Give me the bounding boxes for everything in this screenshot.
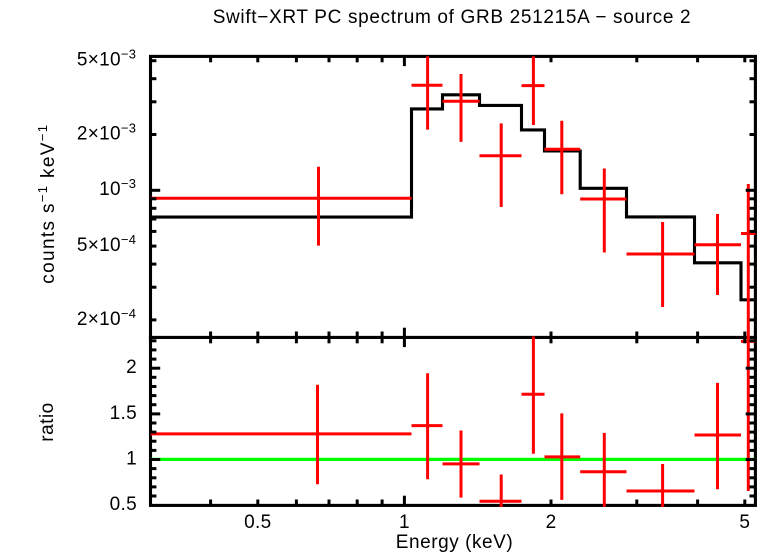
svg-text:1: 1 xyxy=(399,512,410,533)
svg-text:1: 1 xyxy=(126,448,137,469)
svg-text:Energy (keV): Energy (keV) xyxy=(396,532,513,553)
svg-text:0.5: 0.5 xyxy=(244,512,271,533)
svg-text:0.5: 0.5 xyxy=(110,494,137,515)
svg-text:1.5: 1.5 xyxy=(110,403,137,424)
svg-text:5×10−4: 5×10−4 xyxy=(77,232,136,256)
svg-text:2: 2 xyxy=(126,357,137,378)
svg-text:ratio: ratio xyxy=(37,402,58,441)
svg-text:5: 5 xyxy=(739,512,750,533)
svg-text:counts s−1 keV−1: counts s−1 keV−1 xyxy=(35,124,59,284)
svg-text:2: 2 xyxy=(546,512,557,533)
svg-text:Swift−XRT PC spectrum of GRB 2: Swift−XRT PC spectrum of GRB 251215A − s… xyxy=(213,7,692,28)
